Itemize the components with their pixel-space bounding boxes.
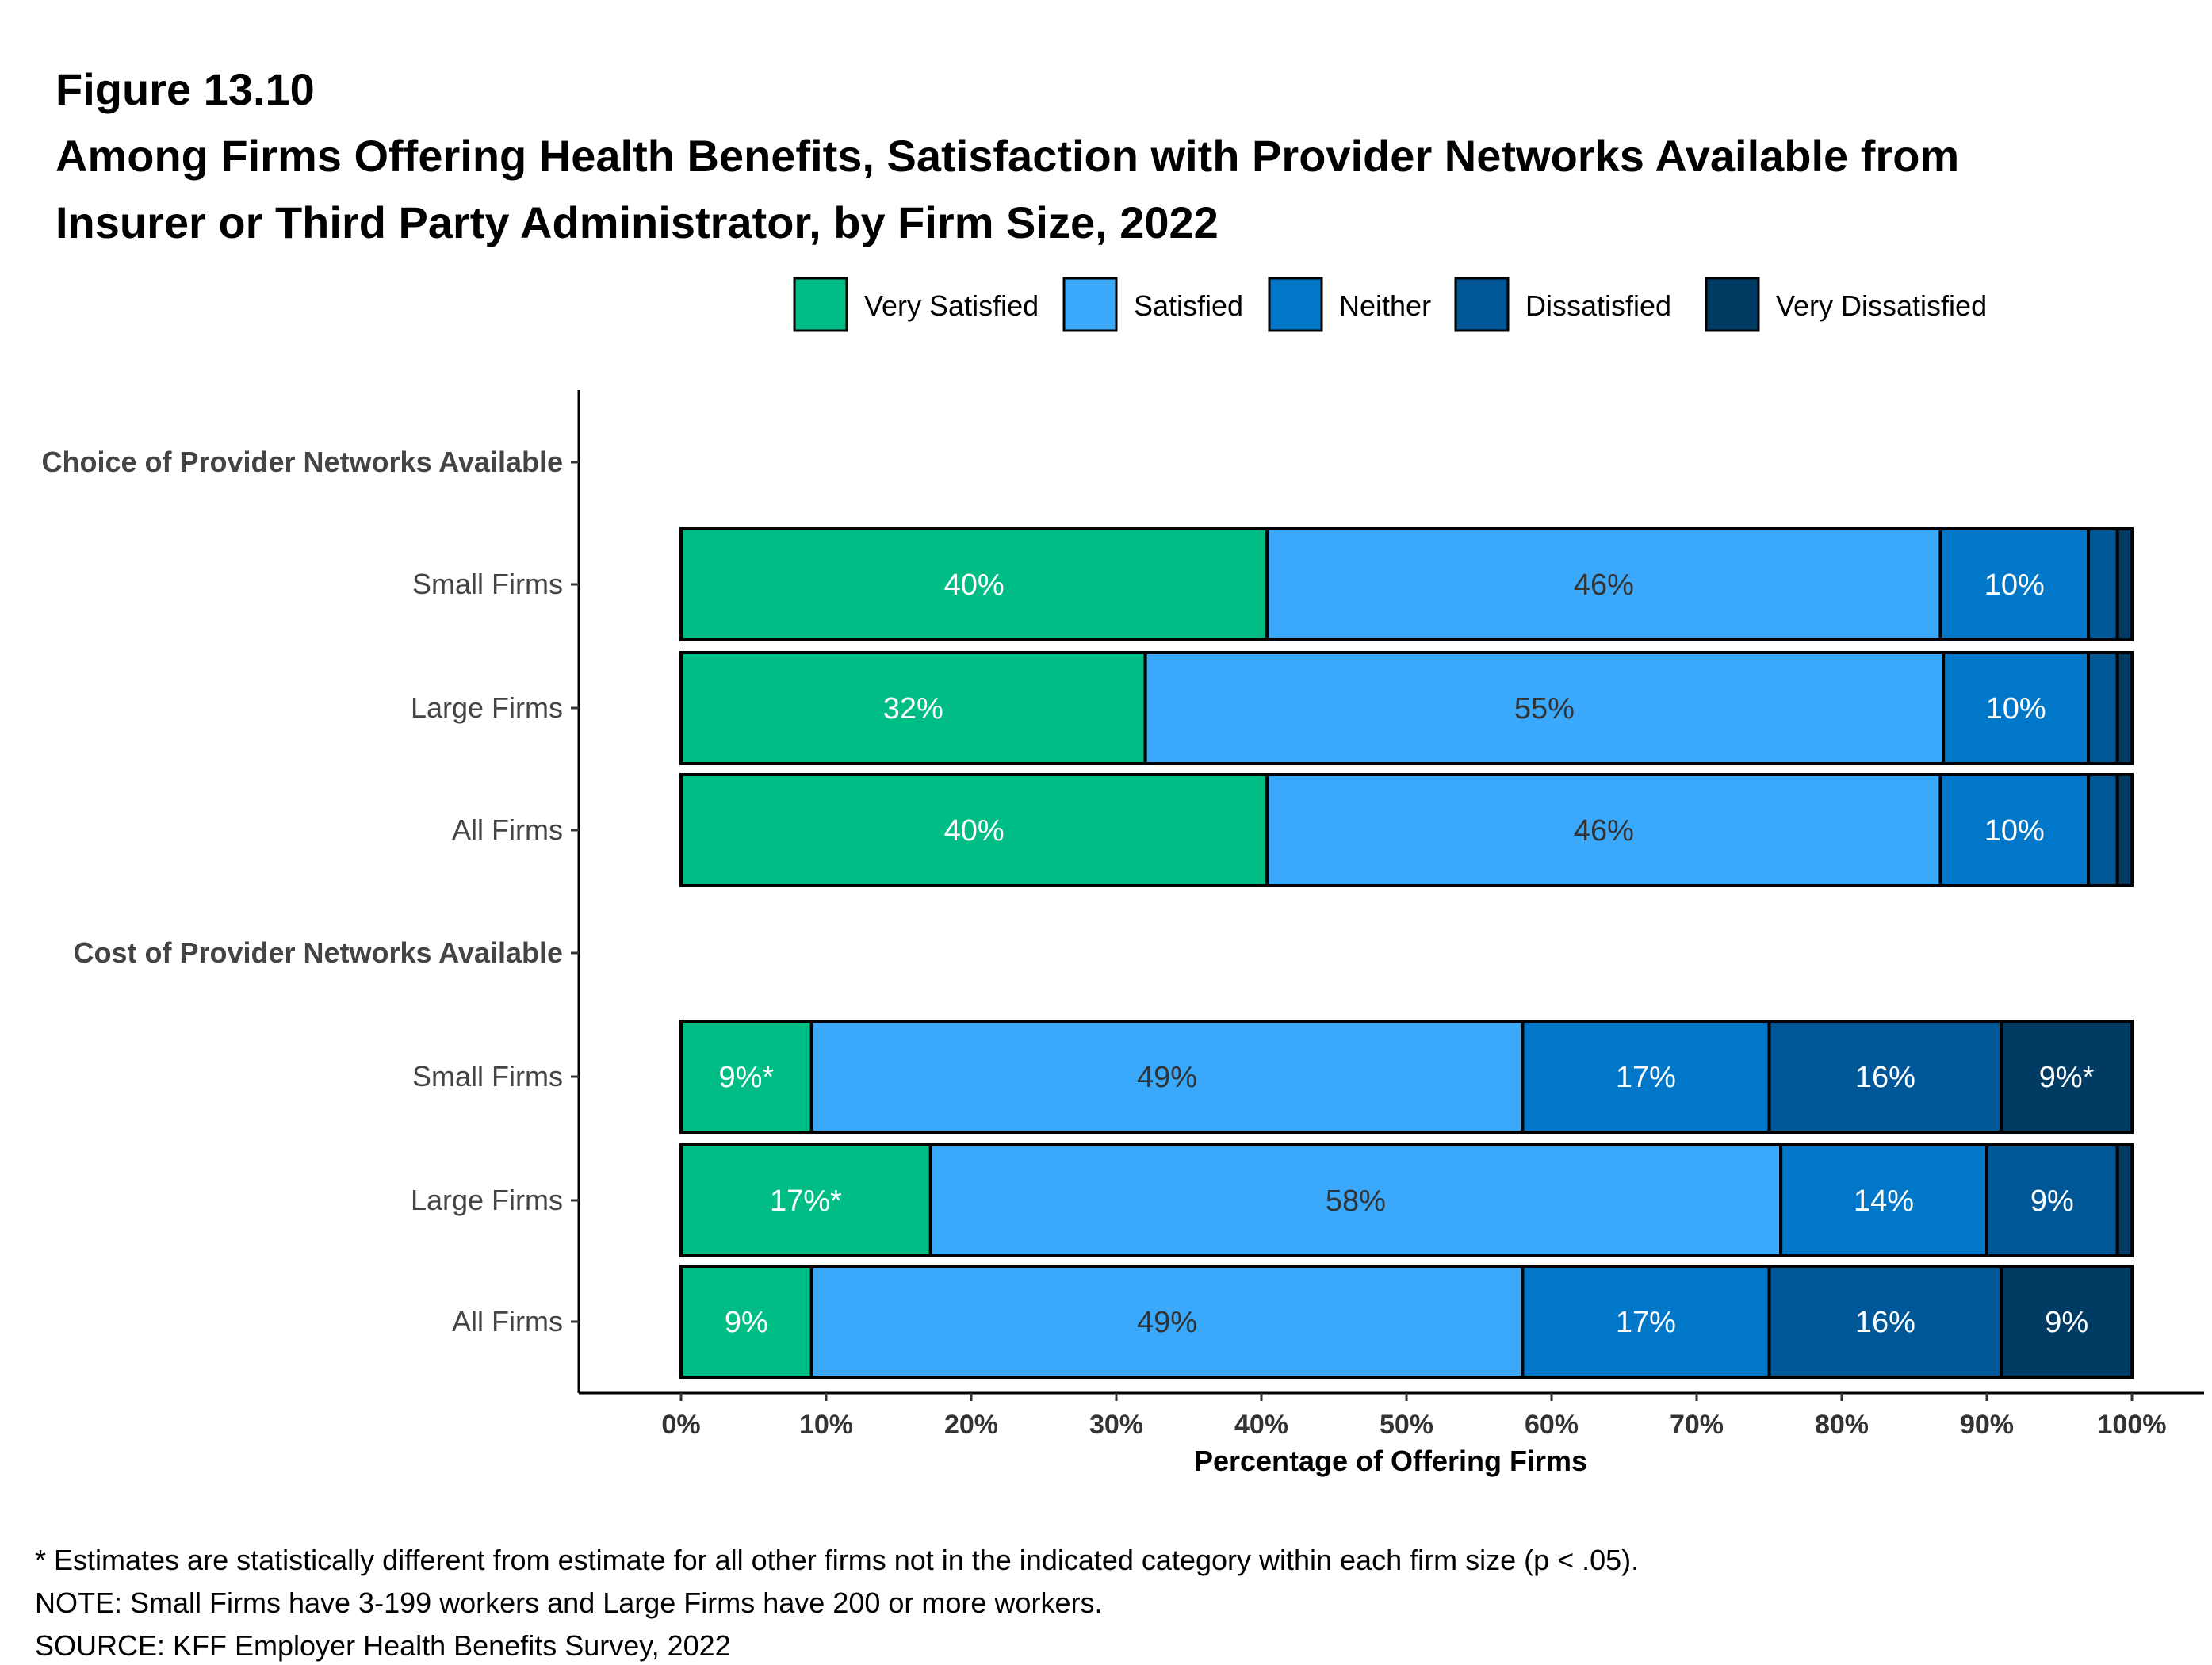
data-label: 46%: [1574, 814, 1634, 848]
data-label: 58%: [1326, 1185, 1386, 1218]
legend-label: Neither: [1339, 289, 1431, 322]
data-label: 9%: [2045, 1306, 2088, 1339]
x-tick-label: 100%: [2098, 1410, 2167, 1440]
data-label: 49%: [1137, 1306, 1197, 1339]
bar-segment: [679, 773, 1269, 887]
x-tick-label: 70%: [1670, 1410, 1724, 1440]
x-tick-label: 80%: [1815, 1410, 1869, 1440]
data-label: 9%*: [718, 1061, 774, 1094]
data-label: 14%: [1854, 1185, 1914, 1218]
legend-swatch: [1454, 277, 1510, 332]
bar-segment: [1985, 1143, 2119, 1257]
bar-segment: [679, 1020, 813, 1134]
bar-segment: [2000, 1265, 2134, 1379]
data-label: 9%: [725, 1306, 768, 1339]
footnote-significance: * Estimates are statistically different …: [35, 1544, 1639, 1576]
data-label: 40%: [944, 814, 1005, 848]
data-label: 10%: [1984, 568, 2045, 602]
data-label: 9%: [2030, 1185, 2074, 1218]
bar-segment: [2000, 1020, 2134, 1134]
legend-label: Very Dissatisfied: [1776, 289, 1987, 322]
data-label: 46%: [1574, 568, 1634, 602]
bar-segment: [1938, 527, 2091, 641]
legend-swatch: [1268, 277, 1323, 332]
footnote-source: SOURCE: KFF Employer Health Benefits Sur…: [35, 1629, 731, 1662]
data-label: 10%: [1986, 692, 2046, 725]
x-axis-label: Percentage of Offering Firms: [1194, 1445, 1587, 1477]
legend-swatch: [793, 277, 848, 332]
data-label: 17%: [1616, 1306, 1676, 1339]
x-tick-label: 40%: [1234, 1410, 1288, 1440]
legend-label: Satisfied: [1134, 289, 1243, 322]
group-label: Choice of Provider Networks Available: [41, 446, 563, 478]
bar-segment: [679, 527, 1269, 641]
data-label: 40%: [944, 568, 1005, 602]
x-tick-label: 60%: [1525, 1410, 1579, 1440]
bar-segment: [679, 1265, 813, 1379]
row-label: Large Firms: [411, 691, 563, 724]
bar-segment: [1938, 773, 2091, 887]
bar-segment: [1767, 1265, 2003, 1379]
bar-segment: [1265, 773, 1942, 887]
legend-label: Very Satisfied: [864, 289, 1039, 322]
x-tick-label: 20%: [944, 1410, 998, 1440]
bar-segment: [2087, 651, 2119, 765]
chart-title-line2: Insurer or Third Party Administrator, by…: [55, 197, 1219, 247]
x-tick-label: 30%: [1089, 1410, 1143, 1440]
row-label: Small Firms: [412, 1060, 563, 1093]
x-tick-label: 90%: [1960, 1410, 2014, 1440]
data-label: 49%: [1137, 1061, 1197, 1094]
row-label: All Firms: [452, 813, 563, 846]
data-label: 32%: [883, 692, 943, 725]
chart-title-line1: Among Firms Offering Health Benefits, Sa…: [55, 131, 1959, 181]
bar-segment: [2087, 527, 2119, 641]
x-tick-label: 0%: [661, 1410, 700, 1440]
row-label: Small Firms: [412, 568, 563, 600]
data-label: 10%: [1984, 814, 2045, 848]
bar-segment: [1521, 1265, 1771, 1379]
bar-segment: [809, 1020, 1525, 1134]
footnote-note: NOTE: Small Firms have 3-199 workers and…: [35, 1587, 1102, 1619]
x-tick-label: 50%: [1380, 1410, 1433, 1440]
legend-label: Dissatisfied: [1525, 289, 1671, 322]
data-label: 9%*: [2039, 1061, 2095, 1094]
legend-swatch: [1062, 277, 1118, 332]
data-label: 17%*: [770, 1185, 842, 1218]
bar-segment: [2115, 1143, 2134, 1257]
figure-label: Figure 13.10: [55, 64, 315, 114]
data-label: 55%: [1514, 692, 1575, 725]
data-label: 16%: [1855, 1061, 1915, 1094]
bar-segment: [2115, 527, 2134, 641]
row-label: All Firms: [452, 1305, 563, 1338]
bar-segment: [2087, 773, 2119, 887]
legend: Very Satisfied Satisfied Neither Dissatisfi…: [793, 277, 1987, 332]
bar-segment: [2115, 651, 2134, 765]
legend-swatch: [1705, 277, 1760, 332]
data-label: 17%: [1616, 1061, 1676, 1094]
group-label: Cost of Provider Networks Available: [73, 936, 563, 969]
bar-segment: [1779, 1143, 1988, 1257]
bar-segment: [809, 1265, 1525, 1379]
bar-segment: [1942, 651, 2091, 765]
plot-area: 0% 10% 20% 30% 40% 50% 60% 70% 80% 90% 100% Choice …: [41, 390, 2204, 1440]
bar-segment: [1143, 651, 1946, 765]
row-label: Large Firms: [411, 1184, 563, 1216]
bar-segment: [2115, 773, 2134, 887]
bar-segment: [928, 1143, 1783, 1257]
data-label: 16%: [1855, 1306, 1915, 1339]
x-tick-label: 10%: [799, 1410, 853, 1440]
